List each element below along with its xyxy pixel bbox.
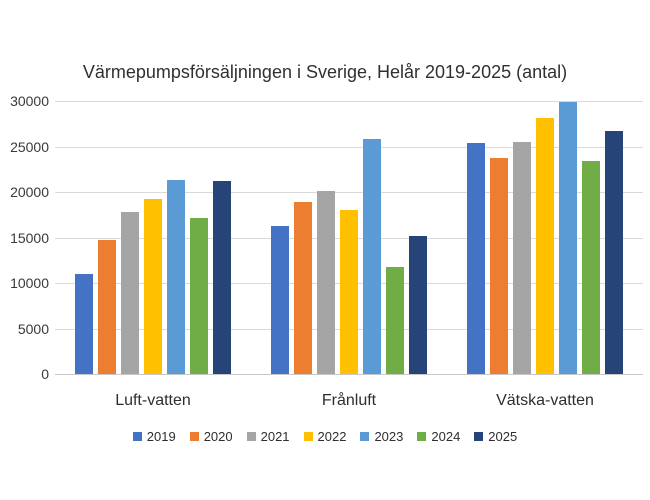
bar-2019 — [75, 274, 93, 374]
legend-item-2021: 2021 — [246, 429, 290, 444]
legend: 2019 2020 2021 2022 2023 2024 2025 — [0, 429, 650, 444]
bar-2022 — [340, 210, 358, 374]
x-axis-line — [55, 374, 643, 375]
x-axis-label: Luft-vatten — [115, 392, 191, 409]
bar-2021 — [513, 142, 531, 374]
bar-2025 — [605, 131, 623, 374]
bar-2023 — [167, 180, 185, 374]
legend-swatch-icon — [417, 432, 427, 441]
y-axis-tick-label: 10000 — [10, 275, 49, 291]
legend-swatch-icon — [474, 432, 484, 441]
y-axis-tick-label: 15000 — [10, 230, 49, 246]
bar-2025 — [213, 181, 231, 374]
bar-2023 — [363, 139, 381, 374]
y-axis-tick-label: 20000 — [10, 184, 49, 200]
y-axis-tick-label: 25000 — [10, 139, 49, 155]
bar-2024 — [582, 161, 600, 374]
x-axis-label: Frånluft — [321, 392, 377, 409]
legend-item-2020: 2020 — [189, 429, 233, 444]
bar-2022 — [144, 199, 162, 374]
gridline — [55, 192, 643, 193]
legend-item-2022: 2022 — [303, 429, 347, 444]
chart-title: Värmepumpsförsäljningen i Sverige, Helår… — [82, 62, 568, 82]
gridline — [55, 101, 643, 102]
legend-label: 2025 — [488, 429, 518, 444]
y-axis-tick-label: 0 — [41, 366, 49, 382]
y-axis-tick-label: 30000 — [10, 93, 49, 109]
bar-2024 — [386, 267, 404, 374]
bar-2023 — [559, 102, 577, 374]
legend-swatch-icon — [246, 432, 256, 441]
bar-2019 — [271, 226, 289, 374]
bar-2020 — [490, 158, 508, 374]
legend-label: 2021 — [260, 429, 290, 444]
legend-label: 2024 — [431, 429, 461, 444]
legend-swatch-icon — [189, 432, 199, 441]
bar-2020 — [98, 240, 116, 374]
bar-group-fr-nluft — [251, 101, 447, 374]
legend-item-2025: 2025 — [474, 429, 517, 444]
legend-swatch-icon — [303, 432, 313, 441]
legend-item-2019: 2019 — [132, 429, 176, 444]
bar-group-luft-vatten — [55, 101, 251, 374]
bar-2025 — [409, 236, 427, 374]
bar-2021 — [121, 212, 139, 374]
bar-2022 — [536, 118, 554, 374]
legend-label: 2019 — [146, 429, 176, 444]
bar-2024 — [190, 218, 208, 374]
bar-2020 — [294, 202, 312, 374]
legend-label: 2023 — [374, 429, 404, 444]
legend-label: 2022 — [317, 429, 347, 444]
legend-label: 2020 — [203, 429, 233, 444]
gridline — [55, 147, 643, 148]
legend-item-2024: 2024 — [417, 429, 460, 444]
legend-item-2023: 2023 — [360, 429, 403, 444]
x-axis-label: Vätska-vatten — [496, 392, 594, 409]
bar-2021 — [317, 191, 335, 374]
y-axis-tick-label: 5000 — [17, 321, 49, 337]
bar-group-v-tska-vatten — [447, 101, 643, 374]
legend-swatch-icon — [132, 432, 142, 441]
legend-swatch-icon — [360, 432, 370, 441]
bar-2019 — [467, 143, 485, 374]
